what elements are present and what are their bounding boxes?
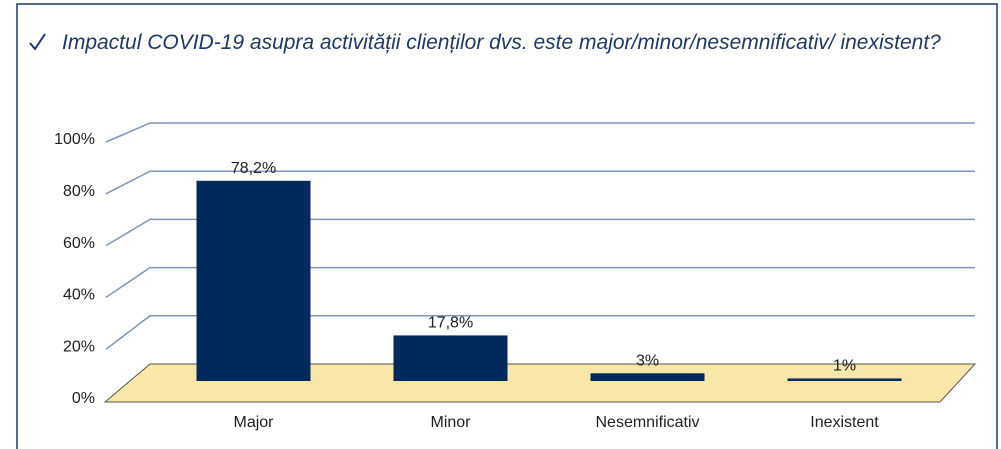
bar xyxy=(590,373,705,381)
y-tick-label: 60% xyxy=(63,235,95,252)
bar xyxy=(393,335,508,381)
y-tick-label: 40% xyxy=(63,287,95,304)
value-label: 1% xyxy=(833,358,856,375)
value-label: 3% xyxy=(636,353,659,370)
x-tick-label: Nesemnificativ xyxy=(595,414,699,431)
y-tick-label: 20% xyxy=(63,338,95,355)
grid-line xyxy=(105,122,975,143)
value-label: 78,2% xyxy=(231,160,276,177)
bar xyxy=(196,180,311,381)
grid-line xyxy=(105,218,975,247)
x-tick-label: Inexistent xyxy=(810,414,879,431)
x-tick-label: Major xyxy=(233,414,274,431)
grid-line xyxy=(105,315,975,350)
chart-title: Impactul COVID-19 asupra activității cli… xyxy=(62,31,941,54)
y-tick-label: 100% xyxy=(54,131,95,148)
frame xyxy=(16,3,998,449)
y-tick-label: 80% xyxy=(63,183,95,200)
value-label: 17,8% xyxy=(428,315,473,332)
grid-line xyxy=(105,266,975,299)
grid-line xyxy=(105,170,975,195)
y-tick-label: 0% xyxy=(72,390,95,407)
check-icon xyxy=(29,33,46,51)
x-tick-label: Minor xyxy=(430,414,471,431)
bar xyxy=(787,378,902,381)
